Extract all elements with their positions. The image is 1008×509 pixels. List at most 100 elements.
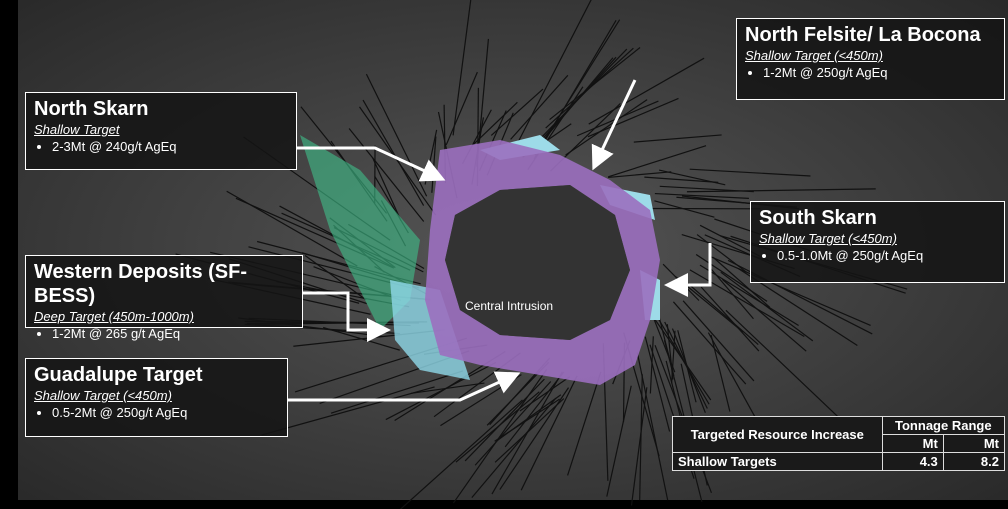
table-unit: Mt bbox=[881, 434, 944, 453]
drill-hole bbox=[474, 381, 552, 466]
table-unit: Mt bbox=[942, 434, 1006, 453]
drill-hole bbox=[587, 97, 679, 138]
drill-hole bbox=[385, 361, 497, 421]
drill-hole bbox=[348, 128, 425, 222]
drill-hole bbox=[455, 391, 540, 463]
drill-hole bbox=[588, 57, 705, 125]
callout-title: South Skarn bbox=[759, 207, 877, 229]
drill-hole bbox=[686, 188, 876, 193]
callout-list: 1-2Mt @ 265 g/t AgEq bbox=[34, 325, 294, 342]
drill-hole bbox=[520, 375, 578, 491]
drill-hole bbox=[649, 336, 654, 394]
intrusion-core bbox=[445, 185, 630, 340]
drill-hole bbox=[519, 376, 571, 412]
callout-bullet: 1-2Mt @ 265 g/t AgEq bbox=[52, 325, 294, 342]
drill-hole bbox=[510, 74, 569, 140]
skarn-zone bbox=[300, 135, 420, 330]
callout-subtitle: Shallow Target bbox=[34, 122, 120, 137]
callout-title: Guadalupe Target bbox=[34, 364, 203, 386]
callout-bullet: 1-2Mt @ 250g/t AgEq bbox=[763, 64, 996, 81]
table-header: Tonnage Range bbox=[881, 416, 1006, 435]
callout-list: 0.5-1.0Mt @ 250g/t AgEq bbox=[759, 247, 996, 264]
resource-table: Targeted Resource Increase Tonnage Range … bbox=[672, 416, 1006, 471]
callout-list: 2-3Mt @ 240g/t AgEq bbox=[34, 138, 288, 155]
drill-hole bbox=[504, 371, 565, 448]
callout: North Felsite/ La Bocona Shallow Target … bbox=[736, 18, 1005, 100]
drill-hole bbox=[664, 321, 708, 409]
drill-hole bbox=[709, 267, 754, 320]
callout: Guadalupe Target Shallow Target (<450m) … bbox=[25, 358, 288, 437]
drill-hole bbox=[700, 286, 760, 352]
drill-hole bbox=[608, 145, 707, 178]
callout-subtitle: Shallow Target (<450m) bbox=[759, 231, 897, 246]
drill-hole bbox=[365, 73, 428, 197]
drill-hole bbox=[677, 330, 697, 403]
drill-hole bbox=[630, 387, 648, 506]
drill-hole bbox=[471, 397, 557, 499]
callout-subtitle: Deep Target (450m-1000m) bbox=[34, 309, 194, 324]
drill-hole bbox=[565, 99, 648, 156]
drill-hole bbox=[490, 88, 544, 136]
callout-bullet: 2-3Mt @ 240g/t AgEq bbox=[52, 138, 288, 155]
drill-hole bbox=[304, 255, 367, 301]
callout-title: North Skarn bbox=[34, 98, 149, 120]
drill-hole bbox=[608, 171, 672, 179]
callout-title: North Felsite/ La Bocona bbox=[745, 24, 981, 46]
callout-list: 0.5-2Mt @ 250g/t AgEq bbox=[34, 404, 279, 421]
callout-list: 1-2Mt @ 250g/t AgEq bbox=[745, 64, 996, 81]
drill-hole bbox=[644, 336, 671, 432]
drill-hole bbox=[452, 369, 548, 504]
drill-hole bbox=[654, 192, 749, 199]
drill-hole bbox=[261, 386, 435, 436]
drill-hole bbox=[567, 371, 602, 476]
drill-hole bbox=[399, 399, 523, 509]
drill-hole bbox=[226, 190, 358, 267]
callout-subtitle: Shallow Target (<450m) bbox=[745, 48, 883, 63]
table-header: Targeted Resource Increase bbox=[672, 416, 883, 453]
table-cell: Shallow Targets bbox=[672, 452, 883, 471]
drill-hole bbox=[372, 157, 402, 222]
drill-hole bbox=[537, 56, 617, 144]
drill-hole bbox=[725, 309, 857, 435]
drill-hole bbox=[685, 281, 759, 345]
drill-hole bbox=[330, 370, 464, 414]
drill-hole bbox=[682, 300, 755, 382]
drill-hole bbox=[672, 301, 747, 385]
drill-hole bbox=[549, 47, 641, 121]
drill-hole bbox=[644, 176, 719, 183]
drill-hole bbox=[689, 168, 811, 177]
callout-bullet: 0.5-1.0Mt @ 250g/t AgEq bbox=[777, 247, 996, 264]
drill-hole bbox=[671, 330, 676, 384]
drill-hole bbox=[494, 398, 565, 463]
drill-hole bbox=[636, 352, 669, 501]
drill-hole bbox=[633, 134, 722, 143]
drill-hole bbox=[517, 0, 592, 142]
callout: North Skarn Shallow Target 2-3Mt @ 240g/… bbox=[25, 92, 297, 170]
callout: Western Deposits (SF-BESS) Deep Target (… bbox=[25, 255, 303, 341]
drill-hole bbox=[362, 99, 425, 206]
table-cell: 4.3 bbox=[881, 452, 944, 471]
drill-hole bbox=[721, 278, 807, 352]
drill-hole bbox=[695, 253, 768, 302]
drill-hole bbox=[452, 0, 472, 136]
arrows bbox=[288, 79, 712, 402]
callout-bullet: 0.5-2Mt @ 250g/t AgEq bbox=[52, 404, 279, 421]
table-cell: 8.2 bbox=[942, 452, 1006, 471]
drill-hole bbox=[445, 71, 478, 146]
drill-hole bbox=[322, 326, 400, 351]
drill-hole bbox=[710, 256, 871, 326]
center-label: Central Intrusion bbox=[465, 299, 554, 313]
drill-hole bbox=[411, 382, 485, 394]
drill-hole bbox=[658, 169, 726, 186]
drill-hole bbox=[464, 378, 545, 462]
drill-hole bbox=[472, 101, 518, 146]
intrusion bbox=[425, 140, 660, 385]
callout-title: Western Deposits (SF-BESS) bbox=[34, 261, 247, 307]
drill-hole bbox=[499, 387, 570, 490]
drill-hole bbox=[712, 256, 771, 308]
callout-subtitle: Shallow Target (<450m) bbox=[34, 388, 172, 403]
drill-hole bbox=[533, 19, 617, 160]
drill-hole bbox=[606, 385, 632, 497]
callout: South Skarn Shallow Target (<450m) 0.5-1… bbox=[750, 201, 1005, 283]
